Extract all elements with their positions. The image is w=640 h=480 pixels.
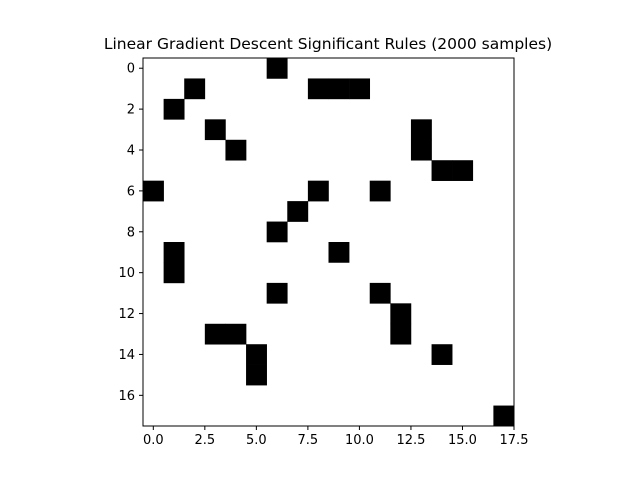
x-tick-label: 10.0 [345,433,374,448]
heatmap-cell [204,119,226,141]
heatmap-cell [266,58,288,79]
y-tick-label: 14 [118,348,135,363]
heatmap-cell [390,323,412,345]
y-tick-label: 2 [127,103,135,118]
heatmap-cell [410,119,432,141]
heatmap-cell [307,78,329,100]
x-tick-label: 2.5 [194,433,215,448]
y-tick-label: 10 [118,266,135,281]
y-tick-label: 4 [127,144,135,159]
x-tick-label: 15.0 [448,433,477,448]
heatmap-cell [307,180,329,202]
heatmap-cells [143,58,515,427]
x-tick-label: 17.5 [500,433,529,448]
heatmap-cell [431,344,453,365]
y-tick-label: 6 [127,184,135,199]
heatmap-cell [493,405,515,427]
heatmap-cell [349,78,371,100]
y-tick-label: 12 [118,307,135,322]
x-tick-label: 7.5 [298,433,319,448]
heatmap-cell [369,180,391,202]
heatmap-cell [287,201,309,222]
heatmap-cell [143,180,164,202]
x-tick-label: 12.5 [396,433,425,448]
y-tick-label: 0 [127,62,135,77]
x-tick-label: 5.0 [246,433,267,448]
heatmap-cell [431,160,453,181]
heatmap-cell [328,242,350,263]
heatmap-cell [328,78,350,100]
heatmap-cell [163,262,185,284]
heatmap-cell [163,242,185,263]
heatmap-cell [246,344,267,365]
heatmap-cell [246,364,267,386]
heatmap-cell [225,139,247,161]
heatmap-cell [452,160,474,181]
heatmap-cell [163,98,185,120]
heatmap-cell [266,282,288,304]
y-tick-label: 8 [127,225,135,240]
heatmap-cell [204,323,226,345]
y-tick-label: 16 [118,389,135,404]
heatmap-cell [369,282,391,304]
heatmap-cell [266,221,288,243]
y-axis: 0 2 4 6 8 10 12 14 16 [118,62,143,404]
plot-frame [142,57,515,427]
heatmap-cell [184,78,206,100]
x-tick-label: 0.0 [143,433,164,448]
heatmap-cell [410,139,432,161]
chart-title: Linear Gradient Descent Significant Rule… [104,35,552,53]
heatmap-cell [390,303,412,325]
heatmap-cell [225,323,247,345]
x-axis: 0.0 2.5 5.0 7.5 10.0 12.5 15.0 17.5 [143,426,529,448]
